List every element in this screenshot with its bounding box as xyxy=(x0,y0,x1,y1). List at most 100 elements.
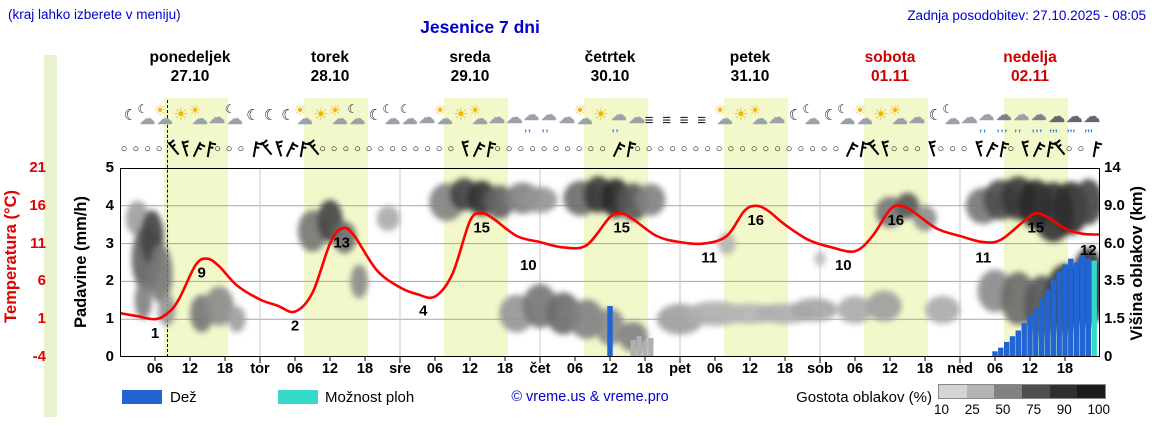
weather-icon-cloud-rain: ☁ ‚‚ xyxy=(610,107,627,134)
weather-icon-cloud-moon: ☾ ☁ xyxy=(802,102,821,128)
wind-calm-icon: ○ xyxy=(529,143,536,155)
x-label-hour: 06 xyxy=(286,361,304,377)
temp-tick: 11 xyxy=(30,234,46,252)
weather-icon-moon: ☾ xyxy=(928,107,943,124)
weather-icon-cloud-moon: ☾ ☁ xyxy=(137,102,156,128)
rain-bar xyxy=(1004,341,1010,357)
cloud-blob xyxy=(790,298,838,322)
wind-calm-icon: ○ xyxy=(552,143,560,155)
wind-calm-icon: ○ xyxy=(890,143,898,155)
wind-calm-icon: ○ xyxy=(914,143,921,155)
x-label-hour: 12 xyxy=(181,361,199,377)
temp-tick: 16 xyxy=(29,196,46,214)
daylight-band xyxy=(443,98,508,357)
cloud-density-scale-value: 75 xyxy=(1026,402,1042,417)
x-label-hour: 12 xyxy=(1021,361,1039,377)
weather-icon-sun-cloud: ☀ ☁ xyxy=(748,102,768,128)
weather-icon-fog: ≡ xyxy=(662,112,672,129)
day-name: petek xyxy=(729,49,771,66)
rain-bar xyxy=(1021,323,1027,357)
day-header: četrtek 30.10 xyxy=(540,48,680,87)
wind-calm-icon: ○ xyxy=(820,143,828,155)
wind-calm-icon: ○ xyxy=(494,143,501,155)
wind-calm-icon: ○ xyxy=(575,143,583,155)
rain-bar xyxy=(1039,298,1045,357)
wind-calm-icon: ○ xyxy=(365,143,373,155)
wind-calm-icon: ○ xyxy=(1007,143,1015,155)
rain-bar xyxy=(1062,264,1068,357)
day-header: nedelja 02.11 xyxy=(960,48,1100,87)
x-label-hour: 06 xyxy=(426,361,444,377)
rain-legend-swatch xyxy=(122,390,162,404)
wind-calm-icon: ○ xyxy=(505,143,513,155)
gray-bar xyxy=(648,338,654,357)
cloud-density-scale: 10 25 50 75 90 100 xyxy=(934,402,1110,417)
weather-icon-cloud-moon: ☾ ☁ xyxy=(399,102,418,128)
day-header: sreda 29.10 xyxy=(400,48,540,87)
gray-bar xyxy=(636,336,642,357)
precip-tick: 2 xyxy=(105,272,114,290)
weather-icon-rain: ☁ ‚‚‚ xyxy=(1030,107,1047,134)
wind-calm-icon: ○ xyxy=(809,143,816,155)
weather-icon-sun-cloud: ☀ ☁ xyxy=(468,102,488,128)
precip-tick: 1 xyxy=(105,310,114,328)
cloud-density-scale-value: 100 xyxy=(1087,402,1110,417)
wind-calm-icon: ○ xyxy=(774,143,781,155)
temp-tick: -4 xyxy=(32,348,46,365)
cloud-density-step xyxy=(994,385,1023,398)
gray-bar xyxy=(642,341,648,357)
day-header: torek 28.10 xyxy=(260,48,400,87)
temperature-value-label: 12 xyxy=(1080,242,1097,259)
temp-tick: 1 xyxy=(37,310,46,328)
day-header: petek 31.10 xyxy=(680,48,820,87)
last-update: Zadnja posodobitev: 27.10.2025 - 08:05 xyxy=(907,8,1146,23)
cloud-blob xyxy=(866,290,902,322)
wind-calm-icon: ○ xyxy=(762,143,770,155)
gray-bar xyxy=(630,340,636,357)
temperature-value-label: 15 xyxy=(473,219,490,236)
cloud-density-legend-label: Gostota oblakov (%) xyxy=(796,389,932,406)
x-label-day: čet xyxy=(529,361,551,377)
weather-icon-cloud: ☁ xyxy=(208,108,226,127)
weather-icon-sun: ☀ xyxy=(873,105,889,124)
weather-icon-cloud-moon: ☾ ☁ xyxy=(942,102,961,128)
weather-icon-moon: ☾ xyxy=(281,107,295,124)
cloud-blob xyxy=(925,295,960,324)
temperature-value-label: 1 xyxy=(151,325,159,342)
x-label-hour: 06 xyxy=(146,361,164,377)
precip-tick: 0 xyxy=(105,348,114,365)
temperature-value-label: 15 xyxy=(1027,219,1044,236)
wind-calm-icon: ○ xyxy=(214,143,221,155)
menu-hint: (kraj lahko izberete v meniju) xyxy=(8,7,181,22)
day-name: četrtek xyxy=(584,49,636,66)
rain-bar xyxy=(1079,254,1086,357)
day-date: 31.10 xyxy=(730,68,770,86)
cloud-height-tick: 6.0 xyxy=(1104,234,1125,252)
cloud-height-tick: 9.0 xyxy=(1104,196,1125,214)
wind-calm-icon: ○ xyxy=(587,143,595,155)
day-name: nedelja xyxy=(1003,49,1057,66)
wind-calm-icon: ○ xyxy=(832,143,840,155)
weather-icon-sun: ☀ xyxy=(313,105,329,124)
x-label-hour: 12 xyxy=(321,361,339,377)
day-date: 30.10 xyxy=(590,68,630,86)
weather-icon-sun: ☀ xyxy=(173,105,189,124)
copyright-link[interactable]: © vreme.us & vreme.pro xyxy=(511,389,669,405)
wind-calm-icon: ○ xyxy=(715,143,723,155)
wind-calm-icon: ○ xyxy=(634,143,641,155)
cloud-blob xyxy=(204,286,234,326)
cloud-density-step xyxy=(1077,385,1106,398)
precip-tick: 5 xyxy=(105,159,114,176)
weather-icon-moon: ☾ xyxy=(823,107,838,124)
weather-icon-moon: ☾ xyxy=(263,107,278,124)
x-label-hour: 18 xyxy=(216,361,234,377)
weather-icon-cloud-rain: ☁ ‚‚ xyxy=(1013,107,1030,134)
plot-frame xyxy=(120,168,1100,357)
x-label-hour: 06 xyxy=(706,361,724,377)
temperature-value-label: 2 xyxy=(291,318,299,335)
wind-calm-icon: ○ xyxy=(657,143,665,155)
weather-icon-cloud: ☁ xyxy=(768,108,786,127)
cloud-density-step xyxy=(939,385,967,398)
wind-calm-icon: ○ xyxy=(319,143,326,155)
weather-icon-sun: ☀ xyxy=(453,105,469,124)
